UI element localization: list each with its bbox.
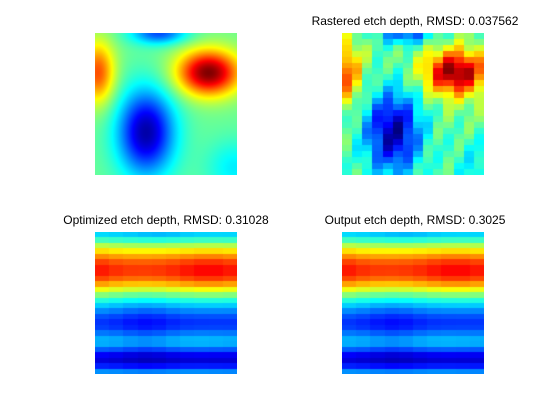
panel-title: Output etch depth, RMSD: 0.3025 (324, 213, 506, 227)
heatmap-optimized (95, 232, 237, 374)
panel-title: Optimized etch depth, RMSD: 0.31028 (63, 213, 269, 227)
panel-title: Rastered etch depth, RMSD: 0.037562 (311, 14, 519, 28)
heatmap-rastered (342, 33, 484, 175)
heatmap-output (342, 232, 484, 374)
heatmap-original (95, 33, 237, 175)
